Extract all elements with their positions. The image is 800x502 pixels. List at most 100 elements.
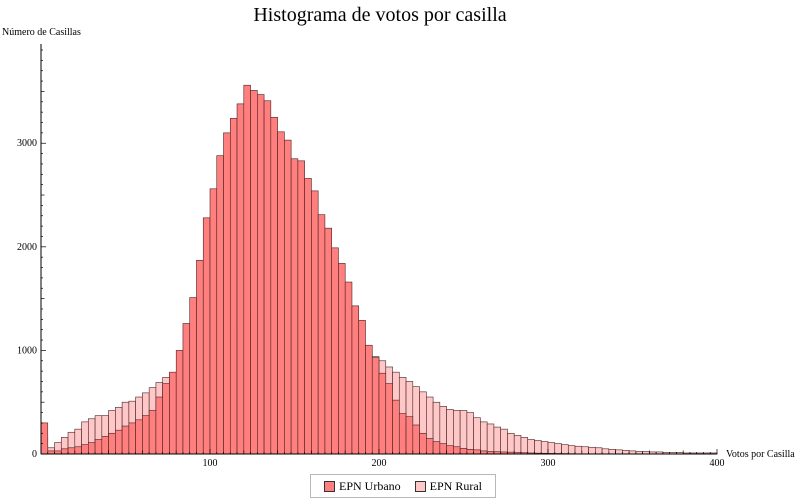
bar-urbano-11 — [115, 429, 123, 455]
legend-label-rural: EPN Rural — [429, 478, 482, 493]
bar-urbano-59 — [439, 443, 447, 455]
x-tick-label: 300 — [541, 458, 556, 469]
bar-urbano-8 — [94, 439, 103, 455]
bar-urbano-42 — [324, 227, 332, 455]
bar-urbano-44 — [338, 263, 346, 455]
bar-rural-72 — [527, 439, 535, 455]
bar-urbano-61 — [453, 446, 461, 455]
y-tick-label: 1000 — [17, 345, 37, 356]
bar-urbano-37 — [290, 158, 299, 455]
bar-rural-83 — [601, 448, 610, 455]
bar-urbano-55 — [412, 424, 420, 455]
bar-urbano-15 — [142, 415, 150, 455]
x-tick-label: 100 — [203, 458, 218, 469]
bar-urbano-30 — [243, 84, 251, 455]
y-tick-label: 3000 — [17, 138, 37, 149]
bar-urbano-39 — [304, 178, 312, 455]
bar-urbano-35 — [277, 131, 285, 455]
bar-urbano-26 — [216, 155, 224, 455]
bar-urbano-29 — [236, 103, 245, 455]
bar-urbano-40 — [311, 190, 319, 455]
bar-rural-84 — [608, 449, 616, 455]
legend: EPN Urbano EPN Rural — [310, 474, 496, 498]
bar-rural-70 — [513, 435, 522, 455]
bar-rural-85 — [615, 449, 623, 455]
bar-urbano-14 — [135, 419, 143, 455]
bar-rural-80 — [581, 446, 589, 455]
bar-rural-65 — [480, 421, 488, 455]
bar-urbano-0 — [40, 422, 49, 455]
bar-urbano-28 — [229, 118, 238, 455]
bar-urbano-46 — [351, 305, 360, 455]
bar-rural-67 — [493, 426, 501, 455]
bar-urbano-17 — [155, 396, 163, 455]
bar-urbano-13 — [128, 422, 136, 455]
bar-urbano-21 — [182, 323, 191, 455]
bar-urbano-33 — [263, 100, 272, 455]
bar-urbano-23 — [196, 259, 204, 455]
bar-rural-71 — [520, 437, 529, 455]
bar-urbano-62 — [459, 447, 468, 455]
bar-urbano-27 — [223, 132, 231, 455]
bar-urbano-22 — [189, 297, 197, 455]
bar-rural-74 — [540, 441, 549, 455]
bar-rural-76 — [554, 443, 562, 455]
bar-urbano-64 — [473, 449, 481, 455]
bar-urbano-34 — [270, 117, 278, 455]
bar-rural-68 — [500, 428, 508, 455]
bar-urbano-38 — [297, 160, 305, 455]
bar-urbano-31 — [250, 90, 258, 455]
bar-rural-62 — [459, 410, 468, 455]
bar-urbano-16 — [148, 410, 157, 455]
bar-urbano-48 — [365, 344, 373, 455]
bar-rural-77 — [561, 444, 569, 455]
legend-swatch-rural — [414, 480, 426, 492]
bar-urbano-36 — [284, 139, 292, 455]
bar-urbano-3 — [60, 448, 69, 455]
bar-urbano-50 — [378, 372, 387, 455]
bar-urbano-41 — [317, 214, 326, 455]
bar-urbano-12 — [121, 425, 130, 455]
bar-urbano-10 — [108, 432, 116, 455]
legend-item-urbano: EPN Urbano — [323, 478, 401, 494]
legend-item-rural: EPN Rural — [414, 478, 482, 494]
bar-rural-75 — [547, 442, 556, 455]
x-tick-label: 400 — [710, 458, 725, 469]
bar-urbano-54 — [405, 416, 414, 455]
y-axis-label: Número de Casillas — [2, 27, 81, 38]
bar-urbano-51 — [385, 383, 393, 455]
bar-rural-69 — [507, 432, 515, 455]
bar-urbano-52 — [392, 399, 400, 455]
bar-rural-82 — [595, 447, 603, 455]
bar-urbano-18 — [162, 383, 170, 455]
bar-urbano-4 — [67, 447, 76, 455]
bar-rural-64 — [473, 417, 481, 455]
bar-rural-63 — [466, 412, 474, 455]
bar-rural-81 — [588, 446, 596, 455]
ticks: 100 200 300 400 0 1000 2000 3000 — [17, 49, 725, 469]
bar-urbano-43 — [331, 247, 339, 455]
x-axis-label: Votos por Casilla — [726, 449, 795, 460]
bar-urbano-45 — [344, 281, 353, 455]
bar-urbano-24 — [202, 217, 211, 455]
bar-urbano-58 — [432, 441, 441, 455]
bar-urbano-60 — [446, 445, 454, 455]
y-tick-label: 0 — [32, 449, 37, 460]
bar-urbano-56 — [419, 432, 427, 455]
bar-rural-73 — [534, 440, 542, 455]
y-tick-label: 2000 — [17, 242, 37, 253]
bar-rural-78 — [567, 445, 576, 455]
bar-urbano-6 — [81, 444, 89, 455]
legend-label-urbano: EPN Urbano — [338, 478, 401, 493]
bar-urbano-5 — [74, 446, 82, 455]
bar-urbano-49 — [371, 357, 380, 455]
bar-urbano-47 — [358, 320, 366, 455]
bar-urbano-63 — [466, 449, 474, 455]
bar-urbano-20 — [175, 350, 184, 455]
legend-swatch-urbano — [323, 480, 335, 492]
bar-rural-66 — [486, 423, 495, 455]
chart-title: Histograma de votos por casilla — [253, 4, 506, 26]
bar-rural-79 — [574, 445, 583, 455]
bar-urbano-19 — [169, 371, 177, 455]
